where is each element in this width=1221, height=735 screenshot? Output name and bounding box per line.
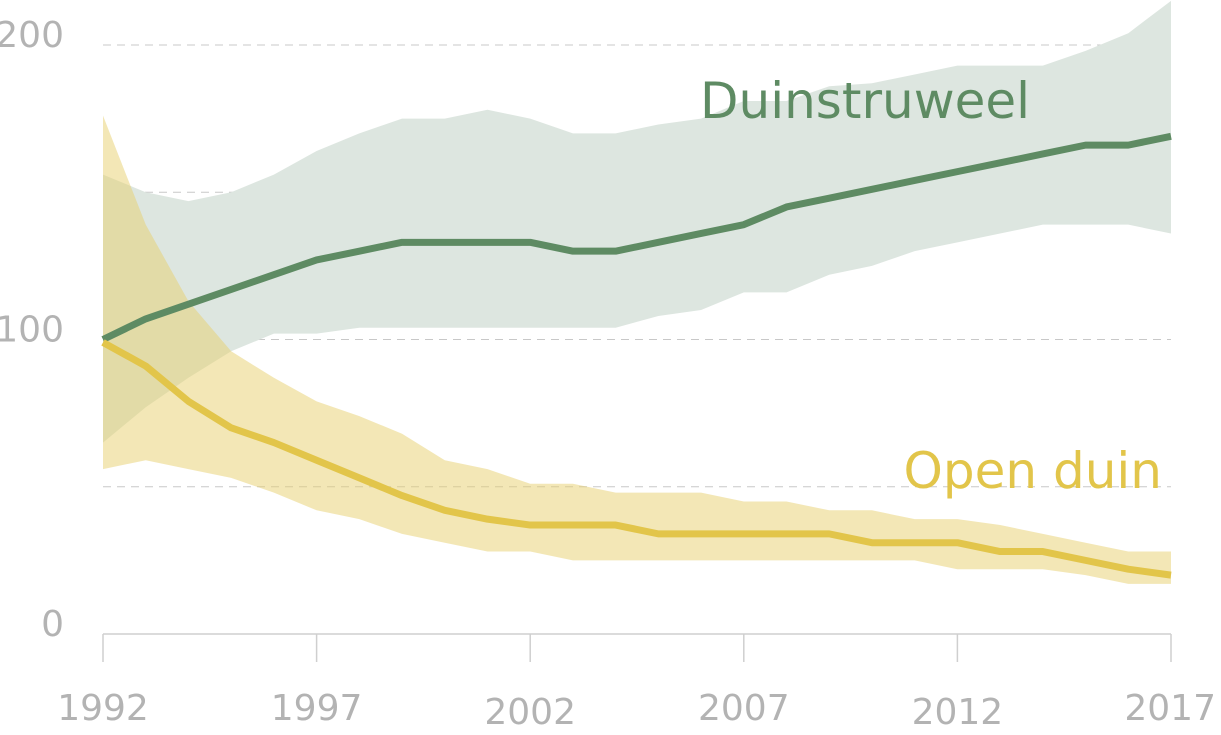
x-tick-label: 2007 (698, 688, 790, 729)
x-tick-label: 2002 (484, 692, 576, 733)
x-tick-label: 2012 (912, 692, 1004, 733)
axes: 1992 1997 2002 2007 2012 2017 0 100 200 (0, 15, 1216, 733)
x-tick-label: 1997 (271, 688, 363, 729)
y-tick-label: 100 (0, 310, 64, 351)
line-open-duin (101, 339, 1172, 579)
x-tick-label: 2017 (1124, 688, 1216, 729)
x-tick-label: 1992 (57, 688, 149, 729)
line-duinstruweel (101, 132, 1172, 343)
band-duinstruweel (103, 0, 1171, 443)
band-open-duin (103, 115, 1171, 584)
series-label-open-duin: Open duin (904, 442, 1162, 500)
series-label-duinstruweel: Duinstruweel (700, 72, 1030, 130)
y-tick-label: 0 (41, 604, 64, 645)
y-tick-label: 200 (0, 15, 64, 56)
series-lines (101, 132, 1172, 579)
confidence-bands (103, 0, 1171, 584)
